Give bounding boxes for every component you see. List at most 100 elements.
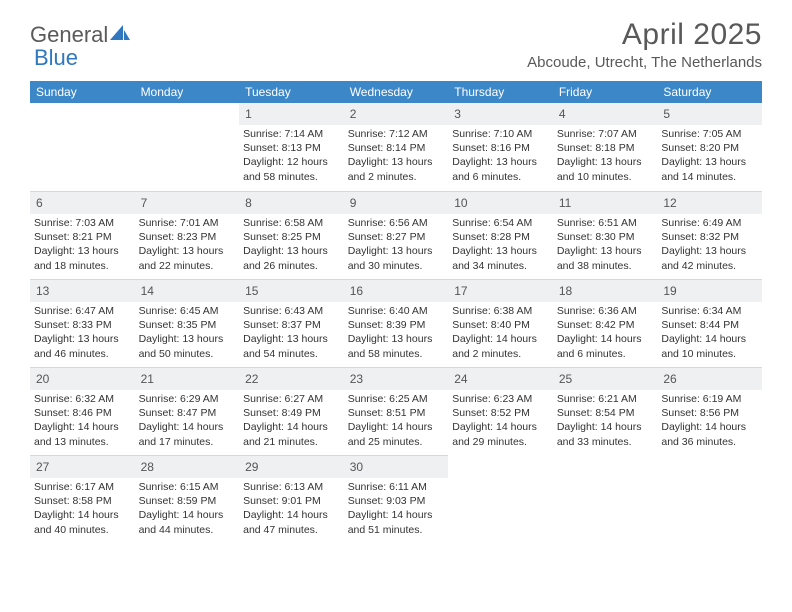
day-cell: 26Sunrise: 6:19 AMSunset: 8:56 PMDayligh… — [657, 367, 762, 455]
daynum-row: 26 — [657, 368, 762, 390]
daynum-row: 21 — [135, 368, 240, 390]
day-details: Sunrise: 6:21 AMSunset: 8:54 PMDaylight:… — [557, 392, 654, 449]
calendar-cell: 29 Sunrise: 6:13 AMSunset: 9:01 PMDayligh… — [239, 455, 344, 543]
day-details: Sunrise: 6:34 AMSunset: 8:44 PMDaylight:… — [661, 304, 758, 361]
day-details: Sunrise: 6:23 AMSunset: 8:52 PMDaylight:… — [452, 392, 549, 449]
month-title: April 2025 — [527, 18, 762, 52]
day-number: 20 — [36, 372, 49, 386]
day-cell: 2Sunrise: 7:12 AMSunset: 8:14 PMDaylight… — [344, 103, 449, 191]
calendar-cell: 26Sunrise: 6:19 AMSunset: 8:56 PMDayligh… — [657, 367, 762, 455]
day-cell: 18Sunrise: 6:36 AMSunset: 8:42 PMDayligh… — [553, 279, 658, 367]
day-details: Sunrise: 6:25 AMSunset: 8:51 PMDaylight:… — [348, 392, 445, 449]
daynum-row: 7 — [135, 192, 240, 214]
calendar-cell: 19 Sunrise: 6:34 AMSunset: 8:44 PMDayligh… — [657, 279, 762, 367]
calendar-week-row: 20Sunrise: 6:32 AMSunset: 8:46 PMDayligh… — [30, 367, 762, 455]
day-details: Sunrise: 6:58 AMSunset: 8:25 PMDaylight:… — [243, 216, 340, 273]
day-cell: 16Sunrise: 6:40 AMSunset: 8:39 PMDayligh… — [344, 279, 449, 367]
daynum-row: 13 — [30, 280, 135, 302]
daynum-row: 16 — [344, 280, 449, 302]
day-cell: 25 Sunrise: 6:21 AMSunset: 8:54 PMDayligh… — [553, 367, 658, 455]
calendar-week-row: 6Sunrise: 7:03 AMSunset: 8:21 PMDaylight… — [30, 191, 762, 279]
day-number: 27 — [36, 460, 49, 474]
day-cell: 24 Sunrise: 6:23 AMSunset: 8:52 PMDayligh… — [448, 367, 553, 455]
daynum-row: 20 — [30, 368, 135, 390]
day-cell: 27Sunrise: 6:17 AMSunset: 8:58 PMDayligh… — [30, 455, 135, 543]
calendar-cell: 22Sunrise: 6:27 AMSunset: 8:49 PMDayligh… — [239, 367, 344, 455]
weekday-header: Thursday — [448, 81, 553, 103]
daynum-row: 4 — [553, 103, 658, 125]
day-cell: 22Sunrise: 6:27 AMSunset: 8:49 PMDayligh… — [239, 367, 344, 455]
calendar-cell — [553, 455, 658, 543]
calendar-cell: 30 Sunrise: 6:11 AMSunset: 9:03 PMDayligh… — [344, 455, 449, 543]
calendar-cell — [448, 455, 553, 543]
day-number: 2 — [350, 107, 357, 121]
day-cell: 28Sunrise: 6:15 AMSunset: 8:59 PMDayligh… — [135, 455, 240, 543]
weekday-header: Saturday — [657, 81, 762, 103]
day-cell: 1 Sunrise: 7:14 AMSunset: 8:13 PMDaylight… — [239, 103, 344, 191]
day-number: 24 — [454, 372, 467, 386]
day-details: Sunrise: 6:47 AMSunset: 8:33 PMDaylight:… — [34, 304, 131, 361]
calendar-cell: 8Sunrise: 6:58 AMSunset: 8:25 PMDaylight… — [239, 191, 344, 279]
daynum-row: 18 — [553, 280, 658, 302]
day-details: Sunrise: 6:40 AMSunset: 8:39 PMDaylight:… — [348, 304, 445, 361]
daynum-row: 28 — [135, 456, 240, 478]
day-details: Sunrise: 6:45 AMSunset: 8:35 PMDaylight:… — [139, 304, 236, 361]
daynum-row: 25 — [553, 368, 658, 390]
day-cell: 8Sunrise: 6:58 AMSunset: 8:25 PMDaylight… — [239, 191, 344, 279]
day-number: 21 — [141, 372, 154, 386]
day-number: 29 — [245, 460, 258, 474]
day-cell: 9Sunrise: 6:56 AMSunset: 8:27 PMDaylight… — [344, 191, 449, 279]
day-cell: 11Sunrise: 6:51 AMSunset: 8:30 PMDayligh… — [553, 191, 658, 279]
calendar-cell: 9Sunrise: 6:56 AMSunset: 8:27 PMDaylight… — [344, 191, 449, 279]
weekday-header: Monday — [135, 81, 240, 103]
daynum-row: 6 — [30, 192, 135, 214]
daynum-row: 2 — [344, 103, 449, 125]
location-subtitle: Abcoude, Utrecht, The Netherlands — [527, 54, 762, 71]
calendar-cell: 20Sunrise: 6:32 AMSunset: 8:46 PMDayligh… — [30, 367, 135, 455]
calendar-body: 1 Sunrise: 7:14 AMSunset: 8:13 PMDaylight… — [30, 103, 762, 543]
daynum-row: 1 — [239, 103, 344, 125]
daynum-row: 12 — [657, 192, 762, 214]
day-details: Sunrise: 6:43 AMSunset: 8:37 PMDaylight:… — [243, 304, 340, 361]
calendar-cell: 6Sunrise: 7:03 AMSunset: 8:21 PMDaylight… — [30, 191, 135, 279]
day-number: 4 — [559, 107, 566, 121]
calendar-cell: 12Sunrise: 6:49 AMSunset: 8:32 PMDayligh… — [657, 191, 762, 279]
day-cell: 6Sunrise: 7:03 AMSunset: 8:21 PMDaylight… — [30, 191, 135, 279]
weekday-header: Wednesday — [344, 81, 449, 103]
daynum-row: 19 — [657, 280, 762, 302]
day-details: Sunrise: 6:36 AMSunset: 8:42 PMDaylight:… — [557, 304, 654, 361]
day-number: 30 — [350, 460, 363, 474]
day-details: Sunrise: 7:03 AMSunset: 8:21 PMDaylight:… — [34, 216, 131, 273]
day-cell: 5Sunrise: 7:05 AMSunset: 8:20 PMDaylight… — [657, 103, 762, 191]
calendar-cell: 11Sunrise: 6:51 AMSunset: 8:30 PMDayligh… — [553, 191, 658, 279]
daynum-row: 24 — [448, 368, 553, 390]
day-cell: 30 Sunrise: 6:11 AMSunset: 9:03 PMDayligh… — [344, 455, 449, 543]
day-cell: 14Sunrise: 6:45 AMSunset: 8:35 PMDayligh… — [135, 279, 240, 367]
calendar-cell: 2Sunrise: 7:12 AMSunset: 8:14 PMDaylight… — [344, 103, 449, 191]
calendar-cell: 1 Sunrise: 7:14 AMSunset: 8:13 PMDaylight… — [239, 103, 344, 191]
daynum-row: 17 — [448, 280, 553, 302]
day-details: Sunrise: 6:13 AMSunset: 9:01 PMDaylight:… — [243, 480, 340, 537]
calendar-cell: 5Sunrise: 7:05 AMSunset: 8:20 PMDaylight… — [657, 103, 762, 191]
day-number: 1 — [245, 107, 252, 121]
calendar-week-row: 13 Sunrise: 6:47 AMSunset: 8:33 PMDayligh… — [30, 279, 762, 367]
calendar-cell: 4Sunrise: 7:07 AMSunset: 8:18 PMDaylight… — [553, 103, 658, 191]
calendar-cell — [135, 103, 240, 191]
daynum-row: 22 — [239, 368, 344, 390]
day-number: 19 — [663, 284, 676, 298]
calendar-cell: 17Sunrise: 6:38 AMSunset: 8:40 PMDayligh… — [448, 279, 553, 367]
day-number: 3 — [454, 107, 461, 121]
day-cell: 15Sunrise: 6:43 AMSunset: 8:37 PMDayligh… — [239, 279, 344, 367]
daynum-row: 14 — [135, 280, 240, 302]
logo-sail-icon — [110, 24, 130, 47]
day-details: Sunrise: 6:56 AMSunset: 8:27 PMDaylight:… — [348, 216, 445, 273]
day-number: 12 — [663, 196, 676, 210]
day-number: 13 — [36, 284, 49, 298]
day-number: 23 — [350, 372, 363, 386]
day-details: Sunrise: 7:14 AMSunset: 8:13 PMDaylight:… — [243, 127, 340, 184]
daynum-row: 29 — [239, 456, 344, 478]
empty-cell — [448, 455, 553, 543]
day-number: 25 — [559, 372, 572, 386]
empty-cell — [553, 455, 658, 543]
day-details: Sunrise: 6:11 AMSunset: 9:03 PMDaylight:… — [348, 480, 445, 537]
